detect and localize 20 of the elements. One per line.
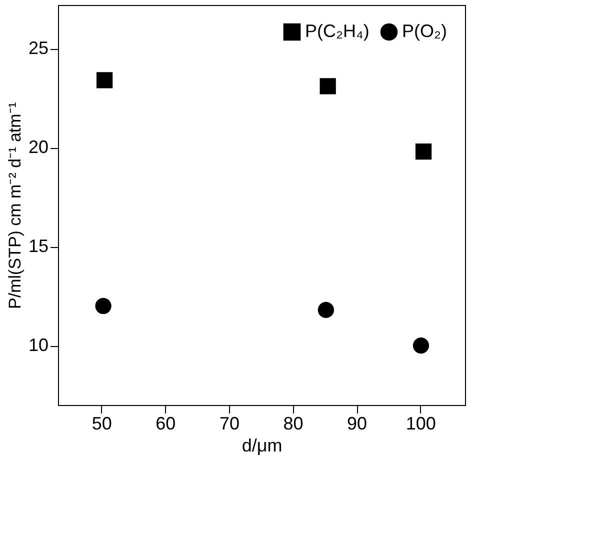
y-tick-label: 25 xyxy=(28,38,48,58)
x-tick-label: 80 xyxy=(283,414,304,434)
legend-label: P(C₂H₄) xyxy=(305,21,370,41)
point xyxy=(95,298,112,314)
y-tick-label: 20 xyxy=(28,137,48,158)
point xyxy=(412,338,430,354)
x-axis-title: d/μm xyxy=(242,436,282,456)
point xyxy=(320,78,336,94)
x-tick-label: 100 xyxy=(406,414,436,434)
x-tick-label: 50 xyxy=(92,414,112,434)
y-axis-title: P/ml(STP) cm m⁻² d⁻¹ atm⁻¹ xyxy=(5,102,24,309)
y-tick-label: 15 xyxy=(28,236,48,256)
point xyxy=(96,72,113,88)
legend-label: P(O₂) xyxy=(402,21,447,41)
point xyxy=(415,143,432,160)
x-tick-label: 60 xyxy=(156,414,176,434)
y-tick-label: 10 xyxy=(28,335,48,356)
x-tick-label: 70 xyxy=(219,414,240,434)
point xyxy=(318,302,334,318)
x-tick-label: 90 xyxy=(347,414,368,434)
